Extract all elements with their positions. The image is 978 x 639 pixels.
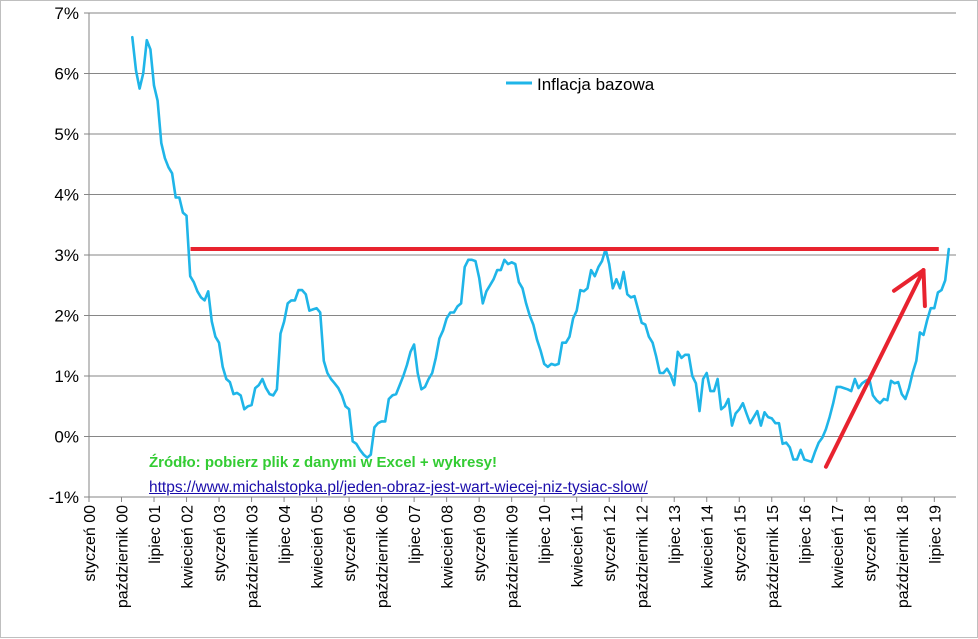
annotations-layer xyxy=(190,246,939,469)
source-note: Źródło: pobierz plik z danymi w Excel + … xyxy=(149,454,498,471)
x-tick-label: październik 03 xyxy=(245,505,262,608)
x-tick-label: kwiecień 17 xyxy=(830,505,847,589)
source-link[interactable]: https://www.michalstopka.pl/jeden-obraz-… xyxy=(149,479,648,496)
x-axis: styczeń 00 październik 00 lipiec 01 kwiecie… xyxy=(82,13,956,608)
y-tick-label: 1% xyxy=(54,367,79,386)
x-tick-label: kwiecień 14 xyxy=(700,505,717,589)
x-tick-label: październik 09 xyxy=(505,505,522,608)
trend-arrow-shaft xyxy=(823,268,926,469)
x-tick-label: styczeń 06 xyxy=(342,505,359,582)
legend: Inflacja bazowa xyxy=(506,75,655,94)
y-tick-label: 5% xyxy=(54,125,79,144)
x-tick-label: styczeń 03 xyxy=(212,505,229,582)
y-tick-label: 3% xyxy=(54,246,79,265)
x-tick-label: październik 00 xyxy=(115,505,132,608)
x-tick-label: październik 12 xyxy=(635,505,652,608)
series-layer xyxy=(131,35,951,464)
x-tick-label: październik 15 xyxy=(765,505,782,608)
legend-label: Inflacja bazowa xyxy=(537,75,655,94)
x-tick-label: lipiec 13 xyxy=(667,505,684,564)
trend-arrow-head xyxy=(891,268,926,293)
x-tick-label: styczeń 18 xyxy=(862,505,879,582)
x-tick-label: październik 06 xyxy=(375,505,392,608)
x-tick-label: lipiec 16 xyxy=(797,505,814,564)
x-tick-label: lipiec 07 xyxy=(407,505,424,564)
x-tick-label: lipiec 10 xyxy=(537,505,554,564)
x-tick-label: lipiec 04 xyxy=(277,505,294,564)
trend-arrow-head xyxy=(921,268,927,309)
x-tick-label: kwiecień 05 xyxy=(310,505,327,589)
y-tick-label: 7% xyxy=(54,4,79,23)
x-tick-label: styczeń 12 xyxy=(602,505,619,582)
y-axis-ticks: -1% 0% 1% 2% 3% 4% 5% 6% 7% xyxy=(49,4,89,507)
y-tick-label: 6% xyxy=(54,65,79,84)
gridlines xyxy=(89,12,956,498)
y-tick-label: 0% xyxy=(54,428,79,447)
x-tick-label: styczeń 09 xyxy=(472,505,489,582)
x-tick-label: kwiecień 11 xyxy=(570,505,587,588)
y-tick-label: 2% xyxy=(54,307,79,326)
x-tick-label: lipiec 01 xyxy=(147,505,164,564)
y-tick-label: -1% xyxy=(49,488,79,507)
x-tick-label: styczeń 15 xyxy=(732,505,749,582)
x-tick-label: lipiec 19 xyxy=(927,505,944,564)
x-tick-label: styczeń 00 xyxy=(82,505,99,582)
x-tick-label: kwiecień 02 xyxy=(180,505,197,589)
x-tick-label: październik 18 xyxy=(895,505,912,608)
series-line xyxy=(131,35,951,464)
x-tick-label: kwiecień 08 xyxy=(440,505,457,589)
y-tick-label: 4% xyxy=(54,186,79,205)
